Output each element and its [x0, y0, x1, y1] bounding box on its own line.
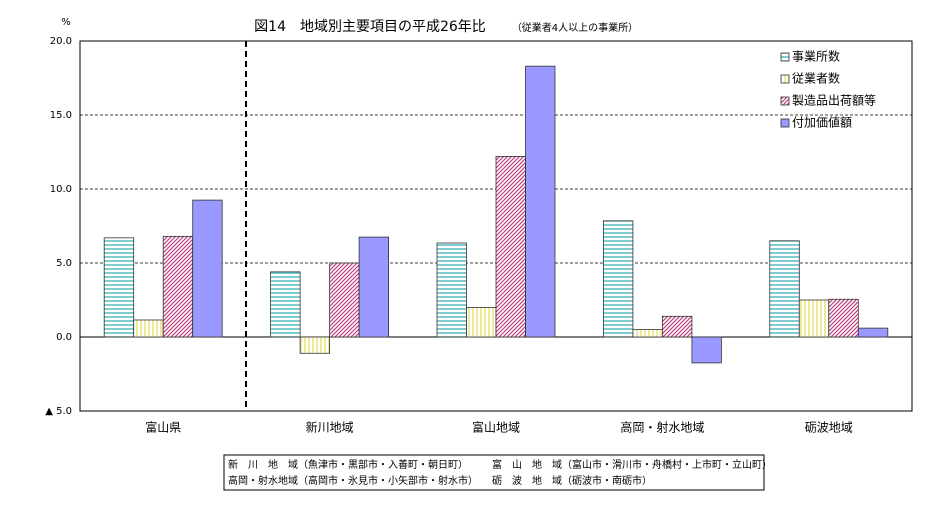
y-tick-label: ▲ 5.0: [45, 406, 72, 417]
y-unit: %: [61, 17, 71, 28]
legend-swatch: [780, 74, 790, 84]
bar: [133, 319, 164, 338]
note: 高岡・射水地域（高岡市・氷見市・小矢部市・射水市）: [228, 474, 478, 487]
legend-swatch: [780, 96, 790, 106]
bar: [828, 298, 859, 338]
bar: [270, 271, 301, 338]
note: 砺 波 地 域（砺波市・南砺市）: [492, 474, 652, 487]
x-tick-label: 富山地域: [472, 420, 520, 435]
bar: [691, 336, 722, 364]
bar: [358, 236, 390, 338]
note: 富 山 地 域（富山市・滑川市・舟橋村・上市町・立山町）: [492, 458, 772, 471]
bar: [436, 242, 467, 338]
y-tick-label: 15.0: [50, 110, 72, 121]
legend-label: 付加価値額: [792, 115, 852, 130]
bar: [495, 156, 526, 338]
bar: [632, 329, 663, 338]
bar: [466, 306, 497, 338]
bar: [162, 235, 194, 338]
legend-label: 事業所数: [792, 49, 840, 64]
chart-subtitle: （従業者4人以上の事業所）: [512, 21, 638, 34]
bar: [525, 65, 556, 338]
chart-title: 図14 地域別主要項目の平成26年比: [254, 19, 486, 35]
y-tick-label: 20.0: [50, 36, 72, 47]
bar: [769, 240, 800, 338]
legend-label: 製造品出荷額等: [792, 94, 876, 108]
note: 新 川 地 域（魚津市・黒部市・入善町・朝日町）: [228, 458, 468, 471]
legend-label: 従業者数: [792, 71, 840, 86]
legend-swatch: [780, 52, 790, 62]
bar: [192, 199, 223, 338]
x-tick-label: 富山県: [145, 420, 181, 435]
bar: [299, 336, 331, 354]
x-tick-label: 新川地域: [306, 420, 354, 435]
bar: [662, 315, 693, 338]
notes-box: [223, 454, 765, 491]
bar: [603, 220, 634, 338]
y-tick-label: 5.0: [56, 258, 72, 269]
x-tick-label: 砺波地域: [805, 421, 853, 435]
bar: [857, 327, 889, 338]
x-tick-label: 高岡・射水地域: [620, 420, 704, 435]
bar: [329, 262, 360, 338]
legend-swatch: [780, 118, 790, 128]
bar: [798, 299, 830, 338]
bar: [103, 237, 135, 338]
y-tick-label: 10.0: [50, 184, 72, 195]
plot-frame: [79, 40, 913, 412]
y-tick-label: 0.0: [56, 332, 72, 343]
